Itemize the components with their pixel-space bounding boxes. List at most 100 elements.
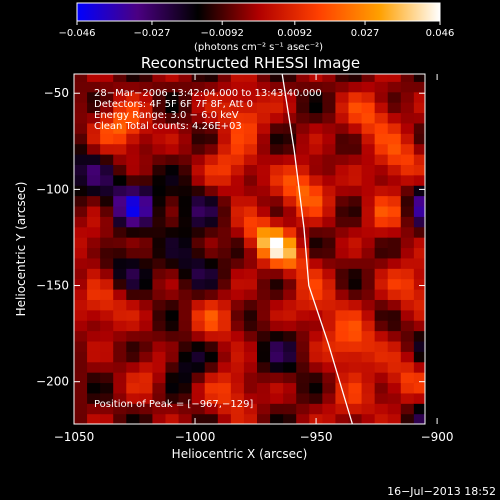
heatmap-cell: [230, 174, 245, 186]
heatmap-cell: [296, 361, 310, 373]
heatmap-cell: [309, 154, 323, 165]
heatmap-cell: [74, 372, 88, 384]
heatmap-cell: [309, 133, 323, 145]
heatmap-cell: [152, 226, 167, 238]
plot-frame: [73, 73, 426, 425]
heatmap-cell: [335, 237, 350, 249]
heatmap-cell: [387, 382, 402, 394]
heatmap-cell: [348, 195, 363, 207]
y-tick-label: −200: [36, 375, 69, 389]
heatmap-cell: [335, 74, 350, 82]
heatmap-cell: [257, 257, 271, 269]
heatmap-cell: [217, 372, 232, 384]
heatmap-cell: [204, 102, 219, 114]
heatmap-cell: [361, 122, 376, 134]
heatmap-cell: [400, 195, 415, 207]
heatmap-cell: [204, 74, 219, 82]
heatmap-cell: [296, 351, 310, 363]
heatmap-cell: [257, 247, 271, 259]
heatmap-cell: [243, 299, 258, 311]
heatmap-cell: [309, 237, 323, 249]
heatmap-cell: [387, 164, 402, 176]
heatmap-cell: [100, 257, 114, 269]
heatmap-cell: [243, 164, 258, 176]
heatmap-cell: [322, 309, 337, 321]
heatmap-cell: [348, 174, 363, 186]
heatmap-cell: [257, 392, 271, 404]
heatmap-cell: [113, 112, 127, 124]
heatmap-cell: [191, 340, 206, 352]
heatmap-cell: [270, 112, 284, 124]
heatmap-cell: [178, 340, 193, 352]
heatmap-cell: [100, 237, 114, 249]
heatmap-cell: [243, 74, 258, 82]
heatmap-cell: [100, 372, 114, 384]
heatmap-cell: [217, 403, 232, 415]
heatmap-cell: [191, 102, 206, 114]
heatmap-cell: [113, 299, 127, 311]
heatmap-cell: [296, 195, 310, 207]
heatmap-cell: [87, 174, 101, 186]
heatmap-cell: [361, 403, 376, 415]
heatmap-cell: [257, 91, 271, 103]
heatmap-cell: [296, 268, 310, 280]
heatmap-cell: [139, 247, 154, 259]
heatmap-cell: [204, 133, 219, 145]
heatmap-cell: [87, 403, 101, 415]
heatmap-cell: [361, 309, 376, 321]
heatmap-cell: [322, 247, 337, 259]
heatmap-cell: [191, 372, 206, 384]
heatmap-cell: [374, 403, 389, 415]
colorbar-tick-label: 0.027: [351, 28, 380, 39]
heatmap-cell: [296, 382, 310, 394]
heatmap-cell: [257, 403, 271, 415]
heatmap-cell: [348, 320, 363, 332]
heatmap-cell: [309, 185, 323, 197]
heatmap-cell: [165, 195, 180, 207]
heatmap-cell: [257, 164, 271, 176]
heatmap-cell: [204, 237, 219, 249]
heatmap-cell: [178, 257, 193, 269]
heatmap-cell: [230, 133, 245, 145]
heatmap-cell: [74, 112, 88, 124]
heatmap-cell: [100, 112, 114, 124]
heatmap-cell: [113, 413, 127, 424]
heatmap-cell: [139, 205, 154, 217]
heatmap-cell: [243, 133, 258, 145]
heatmap-cell: [322, 299, 337, 311]
heatmap-cell: [348, 143, 363, 155]
heatmap-cell: [217, 174, 232, 186]
heatmap-cell: [191, 91, 206, 103]
heatmap-cell: [296, 143, 310, 155]
heatmap-cell: [178, 205, 193, 217]
heatmap-cell: [400, 237, 415, 249]
heatmap-cell: [217, 382, 232, 394]
heatmap-cell: [87, 112, 101, 124]
heatmap-cell: [309, 112, 323, 124]
heatmap-cell: [87, 278, 101, 290]
heatmap-cell: [413, 392, 425, 404]
heatmap-cell: [139, 133, 154, 145]
heatmap-cell: [204, 299, 219, 311]
heatmap-cell: [296, 299, 310, 311]
heatmap-cell: [178, 392, 193, 404]
heatmap-cell: [204, 185, 219, 197]
heatmap-cell: [374, 122, 389, 134]
heatmap-cell: [165, 351, 180, 363]
heatmap-cell: [361, 289, 376, 300]
heatmap-cell: [335, 320, 350, 332]
heatmap-cell: [87, 268, 101, 280]
heatmap-cell: [126, 278, 140, 290]
heatmap-cell: [165, 91, 180, 103]
heatmap-cell: [204, 226, 219, 238]
heatmap-cell: [309, 205, 323, 217]
heatmap-cell: [335, 205, 350, 217]
heatmap-cell: [113, 309, 127, 321]
heatmap-cell: [413, 102, 425, 114]
heatmap-cell: [374, 361, 389, 373]
heatmap-cell: [335, 133, 350, 145]
heatmap-cell: [413, 122, 425, 134]
heatmap-cell: [230, 247, 245, 259]
heatmap-cell: [400, 247, 415, 259]
heatmap-cell: [335, 372, 350, 384]
